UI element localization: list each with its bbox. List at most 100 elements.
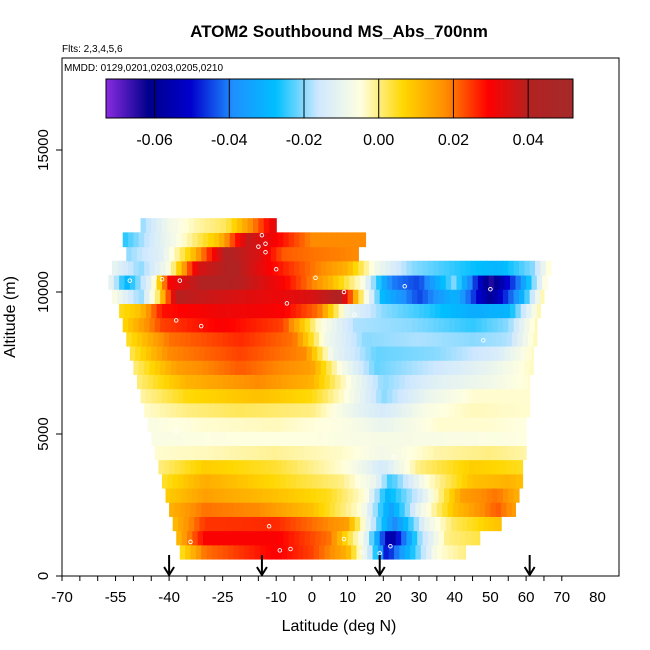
- heatmap-cell: [422, 289, 429, 304]
- heatmap-cell: [351, 502, 358, 517]
- heatmap-cell: [295, 431, 302, 446]
- heatmap-cell: [504, 274, 511, 290]
- heatmap-cell: [195, 331, 202, 347]
- heatmap-cell: [236, 431, 243, 446]
- heatmap-cell: [240, 487, 247, 503]
- heatmap-cell: [467, 303, 474, 319]
- heatmap-cell: [158, 374, 165, 390]
- heatmap-cell: [197, 317, 204, 333]
- heatmap-cell: [411, 260, 418, 276]
- heatmap-cell: [324, 416, 331, 432]
- heatmap-cell: [501, 331, 508, 347]
- heatmap-cell: [390, 260, 397, 276]
- heatmap-cell: [376, 473, 383, 489]
- heatmap-cell: [465, 487, 472, 503]
- heatmap-cell: [327, 274, 334, 290]
- heatmap-cell: [470, 317, 477, 333]
- heatmap-cell: [144, 232, 151, 248]
- heatmap-cell: [483, 345, 490, 361]
- heatmap-cell: [422, 317, 429, 333]
- heatmap-cell: [399, 459, 406, 475]
- heatmap-cell: [206, 374, 213, 390]
- heatmap-cell: [138, 289, 145, 304]
- heatmap-cell: [217, 246, 224, 262]
- heatmap-cell: [215, 473, 222, 489]
- heatmap-cell: [144, 260, 151, 276]
- heatmap-cell: [363, 530, 370, 546]
- heatmap-cell: [338, 431, 345, 446]
- heatmap-cell: [217, 459, 224, 475]
- heatmap-cell: [310, 260, 317, 276]
- heatmap-cell: [140, 388, 147, 404]
- heatmap-cell: [490, 331, 497, 347]
- heatmap-cell: [219, 260, 226, 276]
- heatmap-cell: [415, 374, 422, 390]
- heatmap-cell: [410, 331, 417, 347]
- heatmap-cell: [167, 388, 174, 404]
- heatmap-cell: [399, 374, 406, 390]
- heatmap-cell: [158, 246, 165, 262]
- heatmap-cell: [276, 374, 283, 390]
- heatmap-cell: [283, 232, 290, 248]
- heatmap-cell: [470, 402, 477, 418]
- heatmap-cell: [258, 218, 265, 233]
- heatmap-cell: [420, 374, 427, 390]
- heatmap-cell: [493, 473, 500, 489]
- heatmap-cell: [220, 274, 227, 290]
- heatmap-cell: [170, 317, 177, 333]
- heatmap-cell: [242, 431, 249, 446]
- heatmap-cell: [374, 402, 381, 418]
- sample-marker: [402, 284, 407, 289]
- heatmap-cell: [201, 459, 208, 475]
- heatmap-cell: [136, 331, 143, 347]
- heatmap-cell: [199, 388, 206, 404]
- heatmap-cell: [194, 516, 201, 532]
- heatmap-cell: [513, 317, 520, 333]
- heatmap-cell: [256, 445, 263, 461]
- heatmap-cell: [294, 289, 301, 304]
- heatmap-cell: [413, 303, 420, 319]
- heatmap-cell: [458, 374, 465, 390]
- heatmap-cell: [286, 331, 293, 347]
- heatmap-cell: [231, 516, 238, 532]
- heatmap-cell: [490, 416, 497, 432]
- heatmap-cell: [493, 431, 500, 446]
- heatmap-cell: [349, 431, 356, 446]
- heatmap-cell: [231, 431, 238, 446]
- heatmap-cell: [463, 374, 470, 390]
- heatmap-cell: [454, 402, 461, 418]
- heatmap-cell: [524, 289, 531, 304]
- heatmap-cell: [160, 317, 167, 333]
- heatmap-cell: [183, 516, 190, 532]
- heatmap-cell: [349, 345, 356, 361]
- heatmap-cell: [468, 374, 475, 390]
- heatmap-cell: [186, 530, 193, 546]
- heatmap-cell: [488, 345, 495, 361]
- heatmap-cell: [401, 260, 408, 276]
- heatmap-cell: [495, 374, 502, 390]
- heatmap-cell: [261, 317, 268, 333]
- heatmap-cell: [436, 544, 443, 560]
- heatmap-cell: [290, 473, 297, 489]
- heatmap-cell: [251, 360, 258, 375]
- heatmap-cell: [415, 416, 422, 432]
- heatmap-cell: [213, 445, 220, 461]
- heatmap-cell: [179, 246, 186, 262]
- heatmap-cell: [406, 487, 413, 503]
- heatmap-cell: [286, 374, 293, 390]
- heatmap-cell: [245, 317, 252, 333]
- heatmap-cell: [329, 331, 336, 347]
- heatmap-cell: [269, 388, 276, 404]
- heatmap-cell: [294, 360, 301, 375]
- heatmap-cell: [438, 289, 445, 304]
- heatmap-cell: [322, 516, 329, 532]
- heatmap-cell: [447, 459, 454, 475]
- heatmap-cell: [183, 218, 190, 233]
- heatmap-cell: [272, 289, 279, 304]
- heatmap-cell: [151, 345, 158, 361]
- heatmap-cell: [529, 289, 536, 304]
- heatmap-cell: [176, 360, 183, 375]
- heatmap-cell: [443, 530, 450, 546]
- heatmap-cell: [138, 317, 145, 333]
- heatmap-cell: [442, 331, 449, 347]
